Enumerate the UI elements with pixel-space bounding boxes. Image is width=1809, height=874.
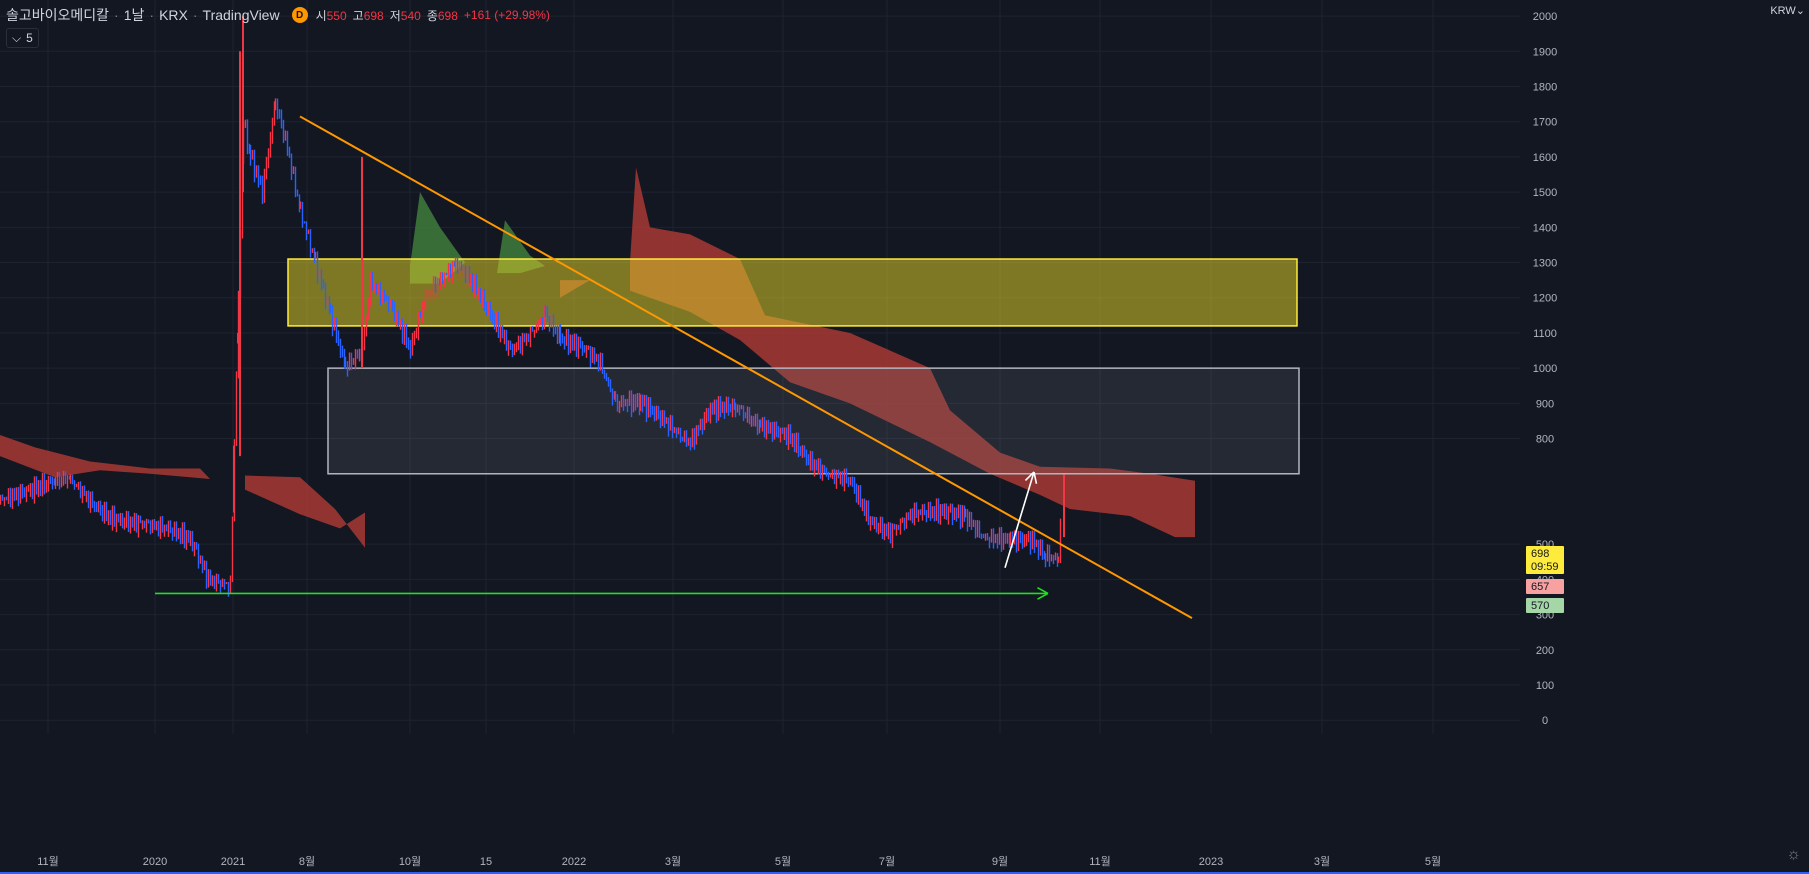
trendline [299,115,1193,619]
y-tick-label: 1900 [1533,46,1557,58]
arrow-head [1033,471,1038,484]
source-label: TradingView [202,7,280,23]
x-tick-label: 9월 [992,855,1008,868]
ichimoku-cloud-1 [245,475,365,548]
high-value: 고698 [352,8,384,23]
ichimoku-cloud-0 [0,435,210,480]
x-tick-label: 11월 [37,855,59,868]
interval-label[interactable]: 1날 [123,7,145,23]
x-tick-label: 11월 [1089,855,1111,868]
x-tick-label: 15 [480,856,492,868]
chevron-down-icon: ⌵ [12,30,22,45]
price-label: 657 [1531,581,1549,593]
chart-legend: 솔고바이오메디칼 · 1날 · KRX · TradingView D 시550… [6,7,550,23]
y-tick-label: 0 [1542,715,1548,727]
price-label: 570 [1531,600,1549,612]
x-tick-label: 8월 [299,855,315,868]
y-tick-label: 200 [1536,645,1554,657]
open-value: 시550 [315,8,347,23]
x-tick-label: 7월 [879,855,895,868]
x-tick-label: 10월 [399,855,421,868]
currency-label[interactable]: KRW⌄ [1770,5,1805,17]
delay-badge[interactable]: D [291,7,308,23]
ichimoku-cloud-5 [630,167,1195,538]
y-tick-label: 1700 [1533,117,1557,129]
arrow-head [1037,592,1049,600]
x-tick-label: 2021 [221,856,245,868]
exchange-label: KRX [159,7,188,23]
arrow-head [1037,587,1049,595]
y-tick-label: 800 [1536,434,1554,446]
price-label: 698 [1531,548,1549,560]
y-tick-label: 100 [1536,680,1554,692]
price-label-box [1526,598,1564,613]
y-tick-label: 1500 [1533,187,1557,199]
x-tick-label: 5월 [1425,855,1441,868]
y-tick-label: 1400 [1533,222,1557,234]
low-value: 저540 [389,8,421,23]
symbol-name[interactable]: 솔고바이오메디칼 [6,7,110,23]
y-tick-label: 1200 [1533,293,1557,305]
y-tick-label: 900 [1536,398,1554,410]
resistance-zone [287,258,1298,327]
y-tick-label: 1100 [1533,328,1557,340]
gear-icon[interactable]: ☼ [1786,846,1801,863]
y-tick-label: 1600 [1533,152,1557,164]
y-tick-label: 1000 [1533,363,1557,375]
price-label-countdown: 09:59 [1531,561,1559,573]
indicator-count: 5 [26,31,33,45]
breakout-arrow [1004,471,1035,568]
change-value: +161 (+29.98%) [463,8,550,22]
x-tick-label: 2022 [562,856,586,868]
range-zone [327,367,1300,475]
x-tick-label: 2023 [1199,856,1223,868]
x-tick-label: 3월 [1314,855,1330,868]
indicator-toggle[interactable]: ⌵ 5 [6,28,39,48]
y-tick-label: 2000 [1533,11,1557,23]
price-label-box [1526,546,1564,574]
x-tick-label: 5월 [775,855,791,868]
x-tick-label: 2020 [143,856,167,868]
arrow-head [1024,471,1035,481]
y-tick-label: 1300 [1533,258,1557,270]
close-value: 종698 [426,8,458,23]
panel-border [0,872,1809,874]
price-label-box [1526,579,1564,594]
y-tick-label: 1800 [1533,82,1557,94]
x-tick-label: 3월 [665,855,681,868]
